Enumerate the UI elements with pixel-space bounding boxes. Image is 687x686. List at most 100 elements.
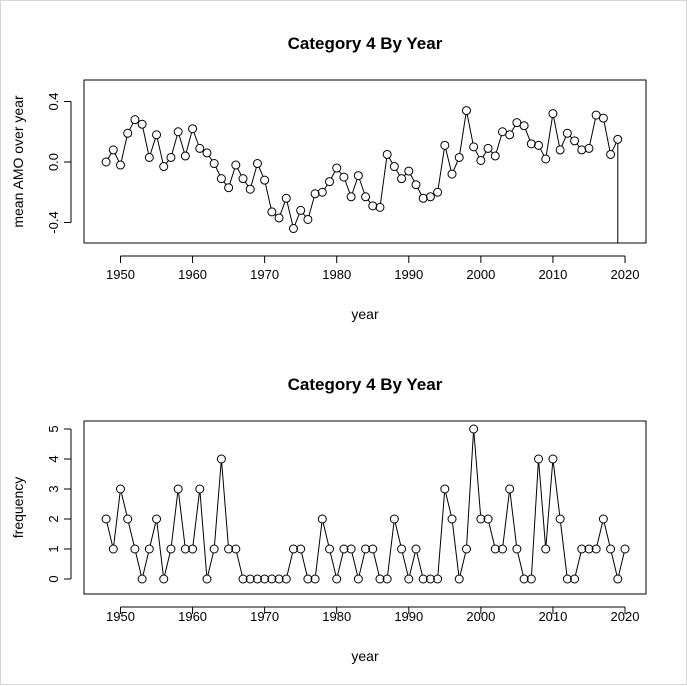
chart2-data-point (138, 575, 146, 583)
chart2-series-segment (193, 493, 199, 545)
chart2-series-segment (287, 553, 292, 575)
chart1-data-point (297, 206, 305, 214)
chart1-series-segment (554, 118, 560, 146)
chart2-x-tick-label: 2010 (538, 609, 567, 624)
chart1-data-point (268, 208, 276, 216)
chart1-title: Category 4 By Year (288, 34, 443, 53)
chart2-data-point (326, 545, 334, 553)
chart1-data-point (462, 107, 470, 115)
chart1-series-segment (380, 158, 386, 203)
chart2-data-point (441, 485, 449, 493)
chart1-series-segment (295, 214, 299, 225)
chart2-series-segment (157, 523, 163, 575)
chart2-series-segment (575, 553, 580, 575)
chart1-data-point (217, 175, 225, 183)
chart2-series-segment (352, 553, 357, 575)
chart1-series-segment (540, 149, 543, 156)
chart1-data-point (390, 163, 398, 171)
chart1-data-point (210, 160, 218, 168)
chart1-series-segment (108, 153, 111, 158)
chart2-x-tick-label: 2000 (466, 609, 495, 624)
chart2-x-tick-label: 1970 (250, 609, 279, 624)
chart1-data-point (124, 129, 132, 137)
chart1-series-segment (309, 198, 314, 216)
chart1-series-segment (345, 181, 349, 193)
chart1-data-point (484, 144, 492, 152)
chart1-series-segment (259, 167, 263, 176)
chart1-data-point (304, 215, 312, 223)
chart2-y-tick-label: 3 (46, 485, 61, 492)
chart1-data-point (138, 120, 146, 128)
chart2-data-point (333, 575, 341, 583)
chart1-x-tick-label: 1990 (394, 267, 423, 282)
chart1-series-segment (115, 154, 119, 162)
chart1-data-point (398, 175, 406, 183)
chart2-data-point (549, 455, 557, 463)
chart1-data-point (383, 150, 391, 158)
chart2-data-point (513, 545, 521, 553)
chart2-series-segment (150, 523, 155, 545)
chart1-series-segment (360, 179, 365, 193)
chart1-data-point (607, 150, 615, 158)
chart1-data-point (563, 129, 571, 137)
chart2-data-point (217, 455, 225, 463)
chart2-data-point (556, 515, 564, 523)
chart1-x-axis-label: year (351, 306, 379, 322)
chart1-data-point (289, 225, 297, 233)
chart2-data-point (210, 545, 218, 553)
chart2-series-segment (114, 493, 120, 545)
chart1-series-segment (157, 139, 162, 163)
chart1-data-point (326, 178, 334, 186)
chart2-data-point (390, 515, 398, 523)
chart1-y-tick-label: -0.4 (46, 211, 61, 233)
chart1-data-point (275, 214, 283, 222)
chart2-x-tick-label: 2020 (611, 609, 640, 624)
chart2-title: Category 4 By Year (288, 375, 443, 394)
chart2-y-tick-label: 1 (46, 545, 61, 552)
chart2-series-segment (323, 523, 328, 545)
chart1-series-segment (172, 136, 177, 154)
chart1-data-point (585, 144, 593, 152)
chart2-series-segment (208, 553, 213, 575)
chart2-series-segment (553, 463, 559, 515)
chart2-x-axis-label: year (351, 648, 379, 664)
chart1-data-point (578, 146, 586, 154)
chart2-data-point (124, 515, 132, 523)
chart1-data-point (354, 172, 362, 180)
chart2-data-point (599, 515, 607, 523)
chart1-data-point (527, 140, 535, 148)
chart1-series-segment (411, 175, 414, 182)
chart1-x-tick-label: 1970 (250, 267, 279, 282)
chart1-data-point (347, 193, 355, 201)
chart1-x-tick-label: 2010 (538, 267, 567, 282)
chart1-series-segment (476, 150, 479, 157)
chart2-series-segment (338, 553, 343, 575)
chart2-series-segment (237, 553, 242, 575)
chart1-series-segment (194, 132, 198, 144)
chart1-series-segment (460, 115, 466, 154)
chart2-y-tick-label: 5 (46, 425, 61, 432)
chart2-series-segment (604, 523, 609, 545)
chart1-data-point (167, 153, 175, 161)
chart1-data-point (571, 137, 579, 145)
chart1-series-segment (418, 188, 421, 195)
chart1-data-point (189, 125, 197, 133)
chart2-x-tick-label: 1950 (106, 609, 135, 624)
chart1-data-point (261, 176, 269, 184)
chart2-x-tick-label: 1960 (178, 609, 207, 624)
chart2-series-segment (165, 553, 170, 575)
chart1-data-point (153, 131, 161, 139)
chart1-series-segment (438, 149, 444, 188)
chart1-data-point (491, 152, 499, 160)
chart1-y-tick-label: 0.4 (46, 92, 61, 110)
chart2-series-segment (374, 553, 379, 575)
chart2-data-point (448, 515, 456, 523)
chart1-series-segment (224, 182, 226, 185)
chart2-series-segment (438, 493, 445, 575)
chart1-series-segment (303, 214, 305, 217)
chart1-data-point (535, 141, 543, 149)
chart1-series-segment (526, 129, 530, 140)
chart1-series-segment (396, 170, 399, 175)
chart1-data-point (599, 114, 607, 122)
